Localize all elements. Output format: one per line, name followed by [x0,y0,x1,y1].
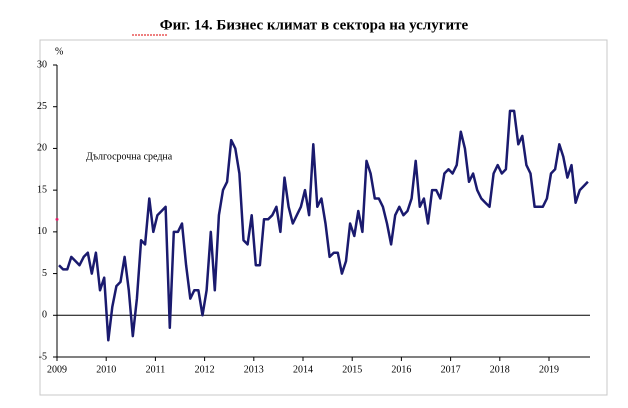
x-tick-label: 2015 [342,364,362,375]
y-tick-label: 30 [37,59,47,70]
x-tick-label: 2016 [391,364,411,375]
x-tick-label: 2009 [47,364,67,375]
y-tick-label: 5 [42,268,47,279]
chart-title: Фиг. 14. Бизнес климат в сектора на услу… [160,17,469,33]
x-tick-label: 2017 [441,364,461,375]
average-marker [55,217,59,221]
y-tick-label: 15 [37,184,47,195]
line-series [58,109,589,342]
annotation: Дългосрочна средна [86,151,173,162]
x-tick-label: 2019 [539,364,559,375]
y-tick-label: -5 [39,351,47,362]
x-tick-label: 2011 [146,364,166,375]
x-tick-label: 2013 [244,364,264,375]
x-tick-label: 2014 [293,364,313,375]
y-tick-label: 20 [37,143,47,154]
chart-frame [39,39,608,396]
x-tick-label: 2018 [490,364,510,375]
y-tick-label: 0 [42,310,47,321]
x-tick-label: 2012 [195,364,215,375]
y-tick-label: 10 [37,226,47,237]
y-tick-label: 25 [37,101,47,112]
x-tick-label: 2010 [96,364,116,375]
y-unit: % [55,46,63,57]
